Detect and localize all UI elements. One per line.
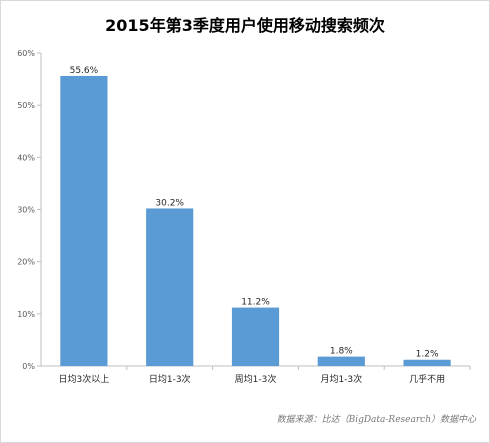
bar bbox=[403, 359, 451, 366]
bar bbox=[146, 208, 194, 366]
data-label: 11.2% bbox=[241, 298, 270, 308]
x-tick-label: 几乎不用 bbox=[409, 374, 445, 385]
chart-title: 2015年第3季度用户使用移动搜索频次 bbox=[105, 16, 385, 35]
y-tick-label: 40% bbox=[17, 153, 35, 162]
data-label: 1.2% bbox=[416, 350, 439, 360]
x-tick-label: 月均1-3次 bbox=[320, 373, 362, 385]
x-tick-label: 周均1-3次 bbox=[235, 373, 277, 385]
bar bbox=[60, 75, 108, 366]
bar bbox=[317, 356, 365, 366]
data-label: 30.2% bbox=[155, 198, 184, 208]
data-label: 55.6% bbox=[70, 66, 99, 76]
data-label: 1.8% bbox=[330, 347, 353, 357]
x-tick-label: 日均3次以上 bbox=[59, 373, 110, 385]
source-note: 数据来源：比达（BigData-Research）数据中心 bbox=[276, 415, 476, 425]
y-tick-label: 20% bbox=[17, 258, 35, 267]
x-tick-label: 日均1-3次 bbox=[149, 373, 191, 385]
y-tick-label: 30% bbox=[17, 206, 35, 215]
y-tick-label: 60% bbox=[17, 49, 35, 58]
bar bbox=[231, 307, 280, 366]
y-tick-label: 10% bbox=[17, 310, 35, 319]
y-tick-label: 50% bbox=[17, 101, 35, 110]
y-tick-label: 0% bbox=[22, 362, 35, 371]
